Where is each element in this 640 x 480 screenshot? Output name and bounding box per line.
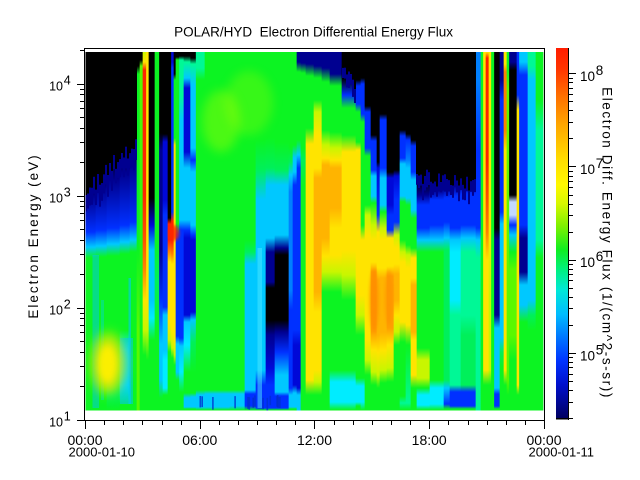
svg-text:7: 7 [596,156,604,171]
svg-text:10: 10 [49,416,63,430]
svg-text:10: 10 [49,192,63,206]
svg-text:12:00: 12:00 [297,432,332,448]
svg-text:10: 10 [580,69,595,84]
svg-text:8: 8 [596,63,604,78]
svg-text:2000-01-10: 2000-01-10 [69,445,136,460]
svg-text:10: 10 [580,255,595,270]
svg-text:POLAR/HYD Electron Differenti: POLAR/HYD Electron Differential Energy F… [174,25,453,40]
svg-text:10: 10 [580,162,595,177]
svg-text:00:00: 00:00 [67,432,102,448]
svg-text:2000-01-11: 2000-01-11 [529,445,595,460]
svg-text:1: 1 [64,410,71,424]
svg-text:06:00: 06:00 [182,432,217,448]
svg-text:18:00: 18:00 [412,432,447,448]
svg-text:3: 3 [64,186,71,200]
svg-text:4: 4 [64,74,71,88]
svg-text:10: 10 [49,304,63,318]
svg-text:Electron Diff. Energy Flux (1/: Electron Diff. Energy Flux (1/(cm^2-s-sr… [599,87,614,399]
svg-text:10: 10 [580,348,595,363]
svg-text:10: 10 [49,80,63,94]
svg-text:Electron Energy (eV): Electron Energy (eV) [26,153,41,318]
svg-text:2: 2 [64,298,71,312]
svg-text:00:00: 00:00 [526,432,561,448]
svg-text:6: 6 [596,249,604,264]
svg-text:5: 5 [596,342,604,357]
